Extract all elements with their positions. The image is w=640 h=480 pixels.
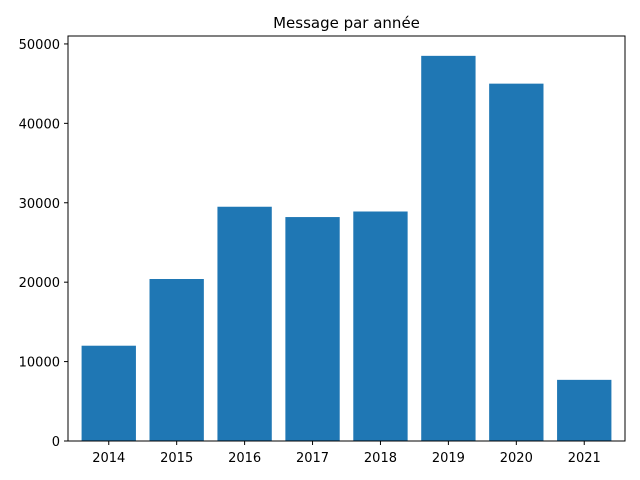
x-tick-label: 2018 <box>364 451 397 466</box>
bars-layer <box>81 55 612 442</box>
x-tick-label: 2015 <box>160 451 193 466</box>
y-tick-label: 0 <box>52 435 60 450</box>
bar-2021 <box>557 379 612 441</box>
x-tick-label: 2016 <box>228 451 261 466</box>
y-tick-label: 50000 <box>19 38 60 53</box>
bar-2016 <box>217 206 272 441</box>
x-tick-label: 2021 <box>568 451 601 466</box>
y-tick-label: 30000 <box>19 197 60 212</box>
bar-2015 <box>149 279 204 441</box>
x-tick-label: 2019 <box>432 451 465 466</box>
axes-layer <box>67 35 626 442</box>
chart-title: Message par année <box>273 14 420 32</box>
bar-2017 <box>285 217 340 441</box>
bar-2020 <box>489 83 544 442</box>
ticks-layer: 2014 2015 2016 2017 2018 2019 2020 2021 0 10000 20… <box>19 38 601 466</box>
x-tick-label: 2014 <box>92 451 125 466</box>
x-tick-label: 2020 <box>500 451 533 466</box>
y-tick-label: 20000 <box>19 276 60 291</box>
plot-frame <box>67 35 626 442</box>
x-tick-label: 2017 <box>296 451 329 466</box>
bar-2018 <box>353 211 408 441</box>
y-tick-label: 10000 <box>19 356 60 371</box>
bar-2014 <box>81 345 136 441</box>
bar-2019 <box>421 55 476 441</box>
y-tick-label: 40000 <box>19 117 60 132</box>
